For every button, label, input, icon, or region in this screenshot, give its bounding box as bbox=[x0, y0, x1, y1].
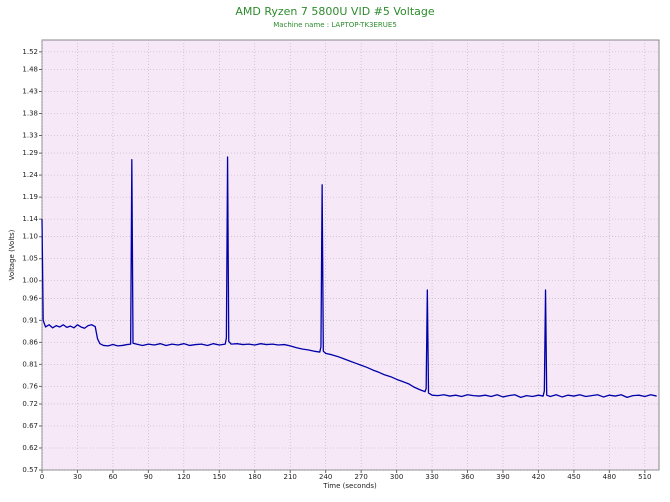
y-tick-label: 1.38 bbox=[22, 110, 38, 118]
y-tick-label: 1.05 bbox=[22, 255, 38, 263]
y-tick-label: 1.00 bbox=[22, 277, 38, 285]
y-tick-label: 0.72 bbox=[22, 400, 38, 408]
y-tick-label: 0.81 bbox=[22, 360, 38, 368]
y-tick-label: 1.10 bbox=[22, 233, 38, 241]
y-tick-label: 0.76 bbox=[22, 382, 38, 390]
y-tick-label: 1.48 bbox=[22, 65, 38, 73]
y-tick-label: 0.91 bbox=[22, 316, 38, 324]
x-tick-label: 180 bbox=[248, 473, 261, 481]
y-tick-label: 0.62 bbox=[22, 444, 38, 452]
x-axis-label: Time (seconds) bbox=[322, 482, 377, 490]
y-tick-label: 1.29 bbox=[22, 149, 38, 157]
y-tick-label: 0.57 bbox=[22, 466, 38, 474]
x-tick-label: 0 bbox=[40, 473, 44, 481]
x-tick-label: 510 bbox=[638, 473, 651, 481]
x-tick-label: 270 bbox=[354, 473, 367, 481]
x-tick-label: 210 bbox=[284, 473, 297, 481]
x-tick-label: 30 bbox=[73, 473, 82, 481]
y-tick-label: 1.33 bbox=[22, 132, 38, 140]
y-tick-label: 1.14 bbox=[22, 215, 38, 223]
chart-subtitle: Machine name : LAPTOP-TK3ERUE5 bbox=[273, 21, 397, 29]
x-tick-label: 150 bbox=[213, 473, 226, 481]
x-tick-label: 90 bbox=[144, 473, 153, 481]
data-line bbox=[41, 156, 657, 399]
x-tick-label: 360 bbox=[461, 473, 474, 481]
y-tick-label: 1.43 bbox=[22, 87, 38, 95]
y-tick-label: 1.52 bbox=[22, 48, 38, 56]
x-tick-label: 480 bbox=[603, 473, 616, 481]
plot-area bbox=[41, 39, 660, 471]
x-tick-label: 450 bbox=[567, 473, 580, 481]
y-tick-label: 1.24 bbox=[22, 171, 38, 179]
x-tick-label: 60 bbox=[108, 473, 117, 481]
chart-title: AMD Ryzen 7 5800U VID #5 Voltage bbox=[235, 5, 435, 18]
x-tick-label: 330 bbox=[425, 473, 438, 481]
y-tick-label: 0.96 bbox=[22, 294, 38, 302]
x-tick-label: 300 bbox=[390, 473, 403, 481]
y-axis-label: Voltage (Volts) bbox=[8, 229, 16, 280]
y-tick-label: 0.67 bbox=[22, 422, 38, 430]
y-tick-label: 0.86 bbox=[22, 338, 38, 346]
x-tick-label: 390 bbox=[496, 473, 509, 481]
x-tick-label: 120 bbox=[177, 473, 190, 481]
x-tick-label: 420 bbox=[532, 473, 545, 481]
y-tick-label: 1.19 bbox=[22, 193, 38, 201]
x-tick-label: 240 bbox=[319, 473, 332, 481]
